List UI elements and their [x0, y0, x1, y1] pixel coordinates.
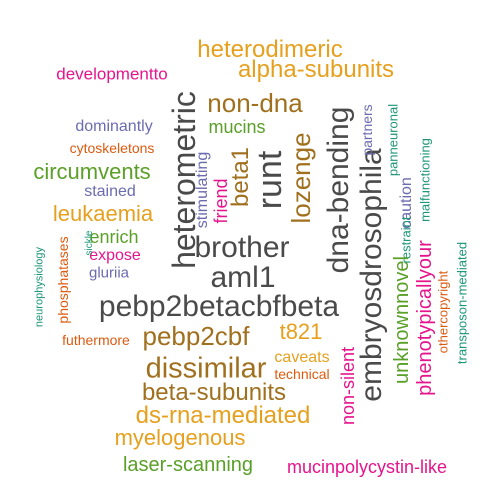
word-phosphatases: phosphatases [55, 236, 71, 324]
word-t821: t821 [279, 319, 323, 344]
word-beta1: beta1 [227, 146, 254, 208]
word-leukaemia: leukaemia [52, 201, 154, 226]
word-transposon-mediated: transposon-mediated [454, 241, 470, 365]
word-caveats: caveats [274, 349, 330, 366]
word-malfunctioning: malfunctioning [417, 138, 433, 222]
word-cytoskeletons: cytoskeletons [69, 140, 155, 156]
word-stimulating: stimulating [194, 151, 211, 229]
word-partners: partners [359, 104, 375, 156]
word-myelogenous: myelogenous [114, 425, 246, 450]
word-brother: brother [194, 231, 290, 264]
word-heterodimeric: heterodimeric [197, 36, 343, 63]
word-non-silent: non-silent [338, 346, 358, 426]
word-dissimilar: dissimilar [145, 352, 267, 385]
word-stained: stained [84, 183, 136, 200]
word-aml1: aml1 [210, 261, 276, 294]
word-enrich: enrich [89, 227, 139, 247]
word-beta-subunits: beta-subunits [141, 379, 287, 406]
word-futhermore: futhermore [62, 332, 130, 348]
word-mucinpolycystin-like: mucinpolycystin-like [286, 457, 448, 477]
word-non-dna: non-dna [207, 88, 303, 118]
word-expose: expose [89, 247, 141, 264]
word-neurophysiology: neurophysiology [33, 246, 46, 328]
word-embryosdrosophila: embryosdrosophila [355, 148, 388, 402]
word-gluriia: gluriia [88, 264, 130, 282]
word-othercopyright: othercopyright [435, 270, 451, 354]
word-laser-scanning: laser-scanning [122, 454, 254, 476]
word-ds-rna-mediated: ds-rna-mediated [135, 402, 311, 429]
word-runt: runt [251, 150, 289, 210]
word-technical: technical [274, 366, 330, 382]
word-unknownnovel: unknownnovel [391, 256, 413, 384]
word-panneuronal: panneuronal [385, 103, 401, 177]
word-dna-bending: dna-bending [322, 106, 355, 274]
word-lozenge: lozenge [286, 132, 316, 224]
word-mucins: mucins [208, 117, 266, 137]
word-developmentto: developmentto [56, 64, 168, 84]
word-phenotypicallyour: phenotypicallyour [414, 240, 436, 396]
word-pebp2betacbfbeta: pebp2betacbfbeta [98, 290, 340, 323]
word-pebp2cbf: pebp2cbf [142, 321, 250, 351]
word-sickle: sickle [84, 230, 95, 256]
word-circumvents: circumvents [33, 159, 151, 184]
word-dominantly: dominantly [75, 118, 153, 135]
word-alpha-subunits: alpha-subunits [237, 56, 395, 83]
